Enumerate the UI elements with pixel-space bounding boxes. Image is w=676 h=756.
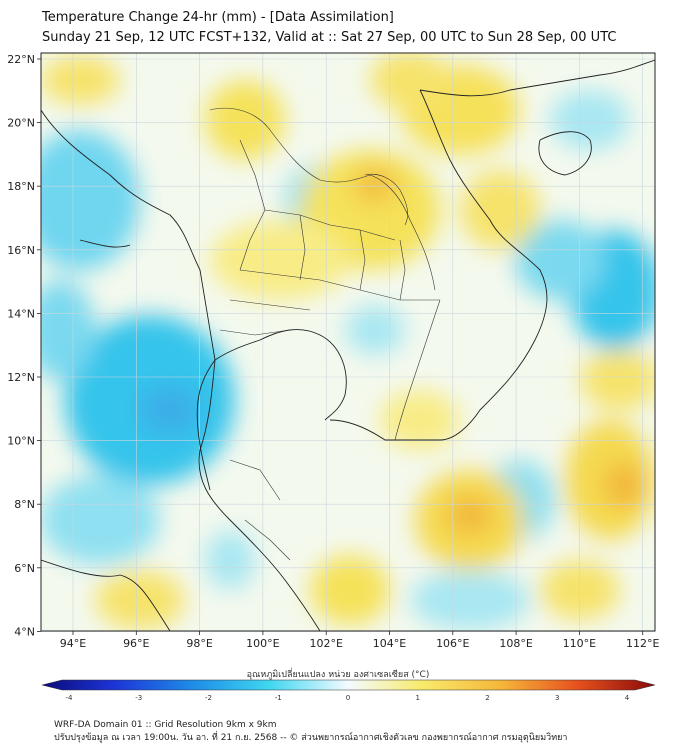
lat-label: 20°N <box>7 117 35 130</box>
colorbar-tick-label: -1 <box>275 694 282 702</box>
map-title: Temperature Change 24-hr (mm) - [Data As… <box>42 10 394 25</box>
map-frame <box>40 52 656 632</box>
longitude-axis: 94°E 96°E 98°E 100°E 102°E 104°E 106°E 108°E 110… <box>60 631 659 650</box>
colorbar-tick-label: 3 <box>555 694 559 702</box>
colorbar-tick-label: 2 <box>485 694 489 702</box>
lat-label: 4°N <box>14 625 35 638</box>
colorbar-tick-label: -3 <box>135 694 142 702</box>
lon-label: 104°E <box>373 637 406 650</box>
footer-line-1: WRF-DA Domain 01 :: Grid Resolution 9km … <box>54 720 277 730</box>
lat-label: 6°N <box>14 562 35 575</box>
colorbar-tick-label: 0 <box>346 694 350 702</box>
lon-label: 108°E <box>499 637 532 650</box>
lat-label: 14°N <box>7 307 35 320</box>
lon-label: 106°E <box>436 637 469 650</box>
colorbar-tick-label: 4 <box>625 694 630 702</box>
lon-label: 102°E <box>309 637 342 650</box>
lat-label: 10°N <box>7 435 35 448</box>
colorbar-strip <box>41 679 656 691</box>
gridlines <box>41 53 655 632</box>
colorbar-ticks: -4 -3 -2 -1 0 1 2 3 4 <box>66 694 630 702</box>
lat-label: 22°N <box>7 53 35 66</box>
temperature-field <box>41 53 655 631</box>
lon-label: 98°E <box>186 637 212 650</box>
lon-label: 94°E <box>60 637 86 650</box>
lon-label: 110°E <box>563 637 596 650</box>
lon-label: 100°E <box>246 637 279 650</box>
colorbar: -4 -3 -2 -1 0 1 2 3 4 <box>41 679 656 702</box>
colorbar-tick-label: 1 <box>416 694 420 702</box>
colorbar-tick-label: -2 <box>205 694 212 702</box>
colorbar-title: อุณหภูมิเปลี่ยนแปลง หน่วย องศาเซลเซียส (… <box>246 670 430 680</box>
province-borders <box>209 107 441 561</box>
coastlines <box>41 59 655 631</box>
lat-label: 18°N <box>7 180 35 193</box>
latitude-axis: 22°N 20°N 18°N 16°N 14°N 12°N 10°N 8°N 6°N 4°N <box>7 53 41 638</box>
lon-label: 96°E <box>123 637 149 650</box>
title-block: Temperature Change 24-hr (mm) - [Data As… <box>42 8 616 48</box>
footer: WRF-DA Domain 01 :: Grid Resolution 9km … <box>54 719 567 745</box>
lat-label: 12°N <box>7 371 35 384</box>
lat-label: 8°N <box>14 498 35 511</box>
lon-label: 112°E <box>626 637 659 650</box>
footer-line-2: ปรับปรุงข้อมูล ณ เวลา 19:00น. วัน อา. ที… <box>54 733 568 743</box>
lat-label: 16°N <box>7 244 35 257</box>
colorbar-tick-label: -4 <box>66 694 74 702</box>
map-subtitle: Sunday 21 Sep, 12 UTC FCST+132, Valid at… <box>42 30 617 45</box>
